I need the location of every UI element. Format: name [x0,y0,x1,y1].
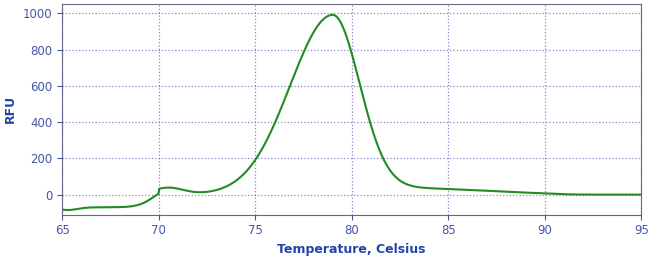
X-axis label: Temperature, Celsius: Temperature, Celsius [278,243,426,256]
Y-axis label: RFU: RFU [4,95,17,124]
